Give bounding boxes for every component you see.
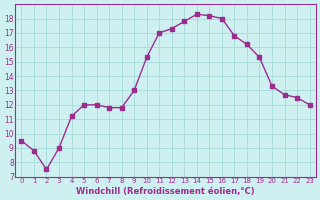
X-axis label: Windchill (Refroidissement éolien,°C): Windchill (Refroidissement éolien,°C) — [76, 187, 255, 196]
